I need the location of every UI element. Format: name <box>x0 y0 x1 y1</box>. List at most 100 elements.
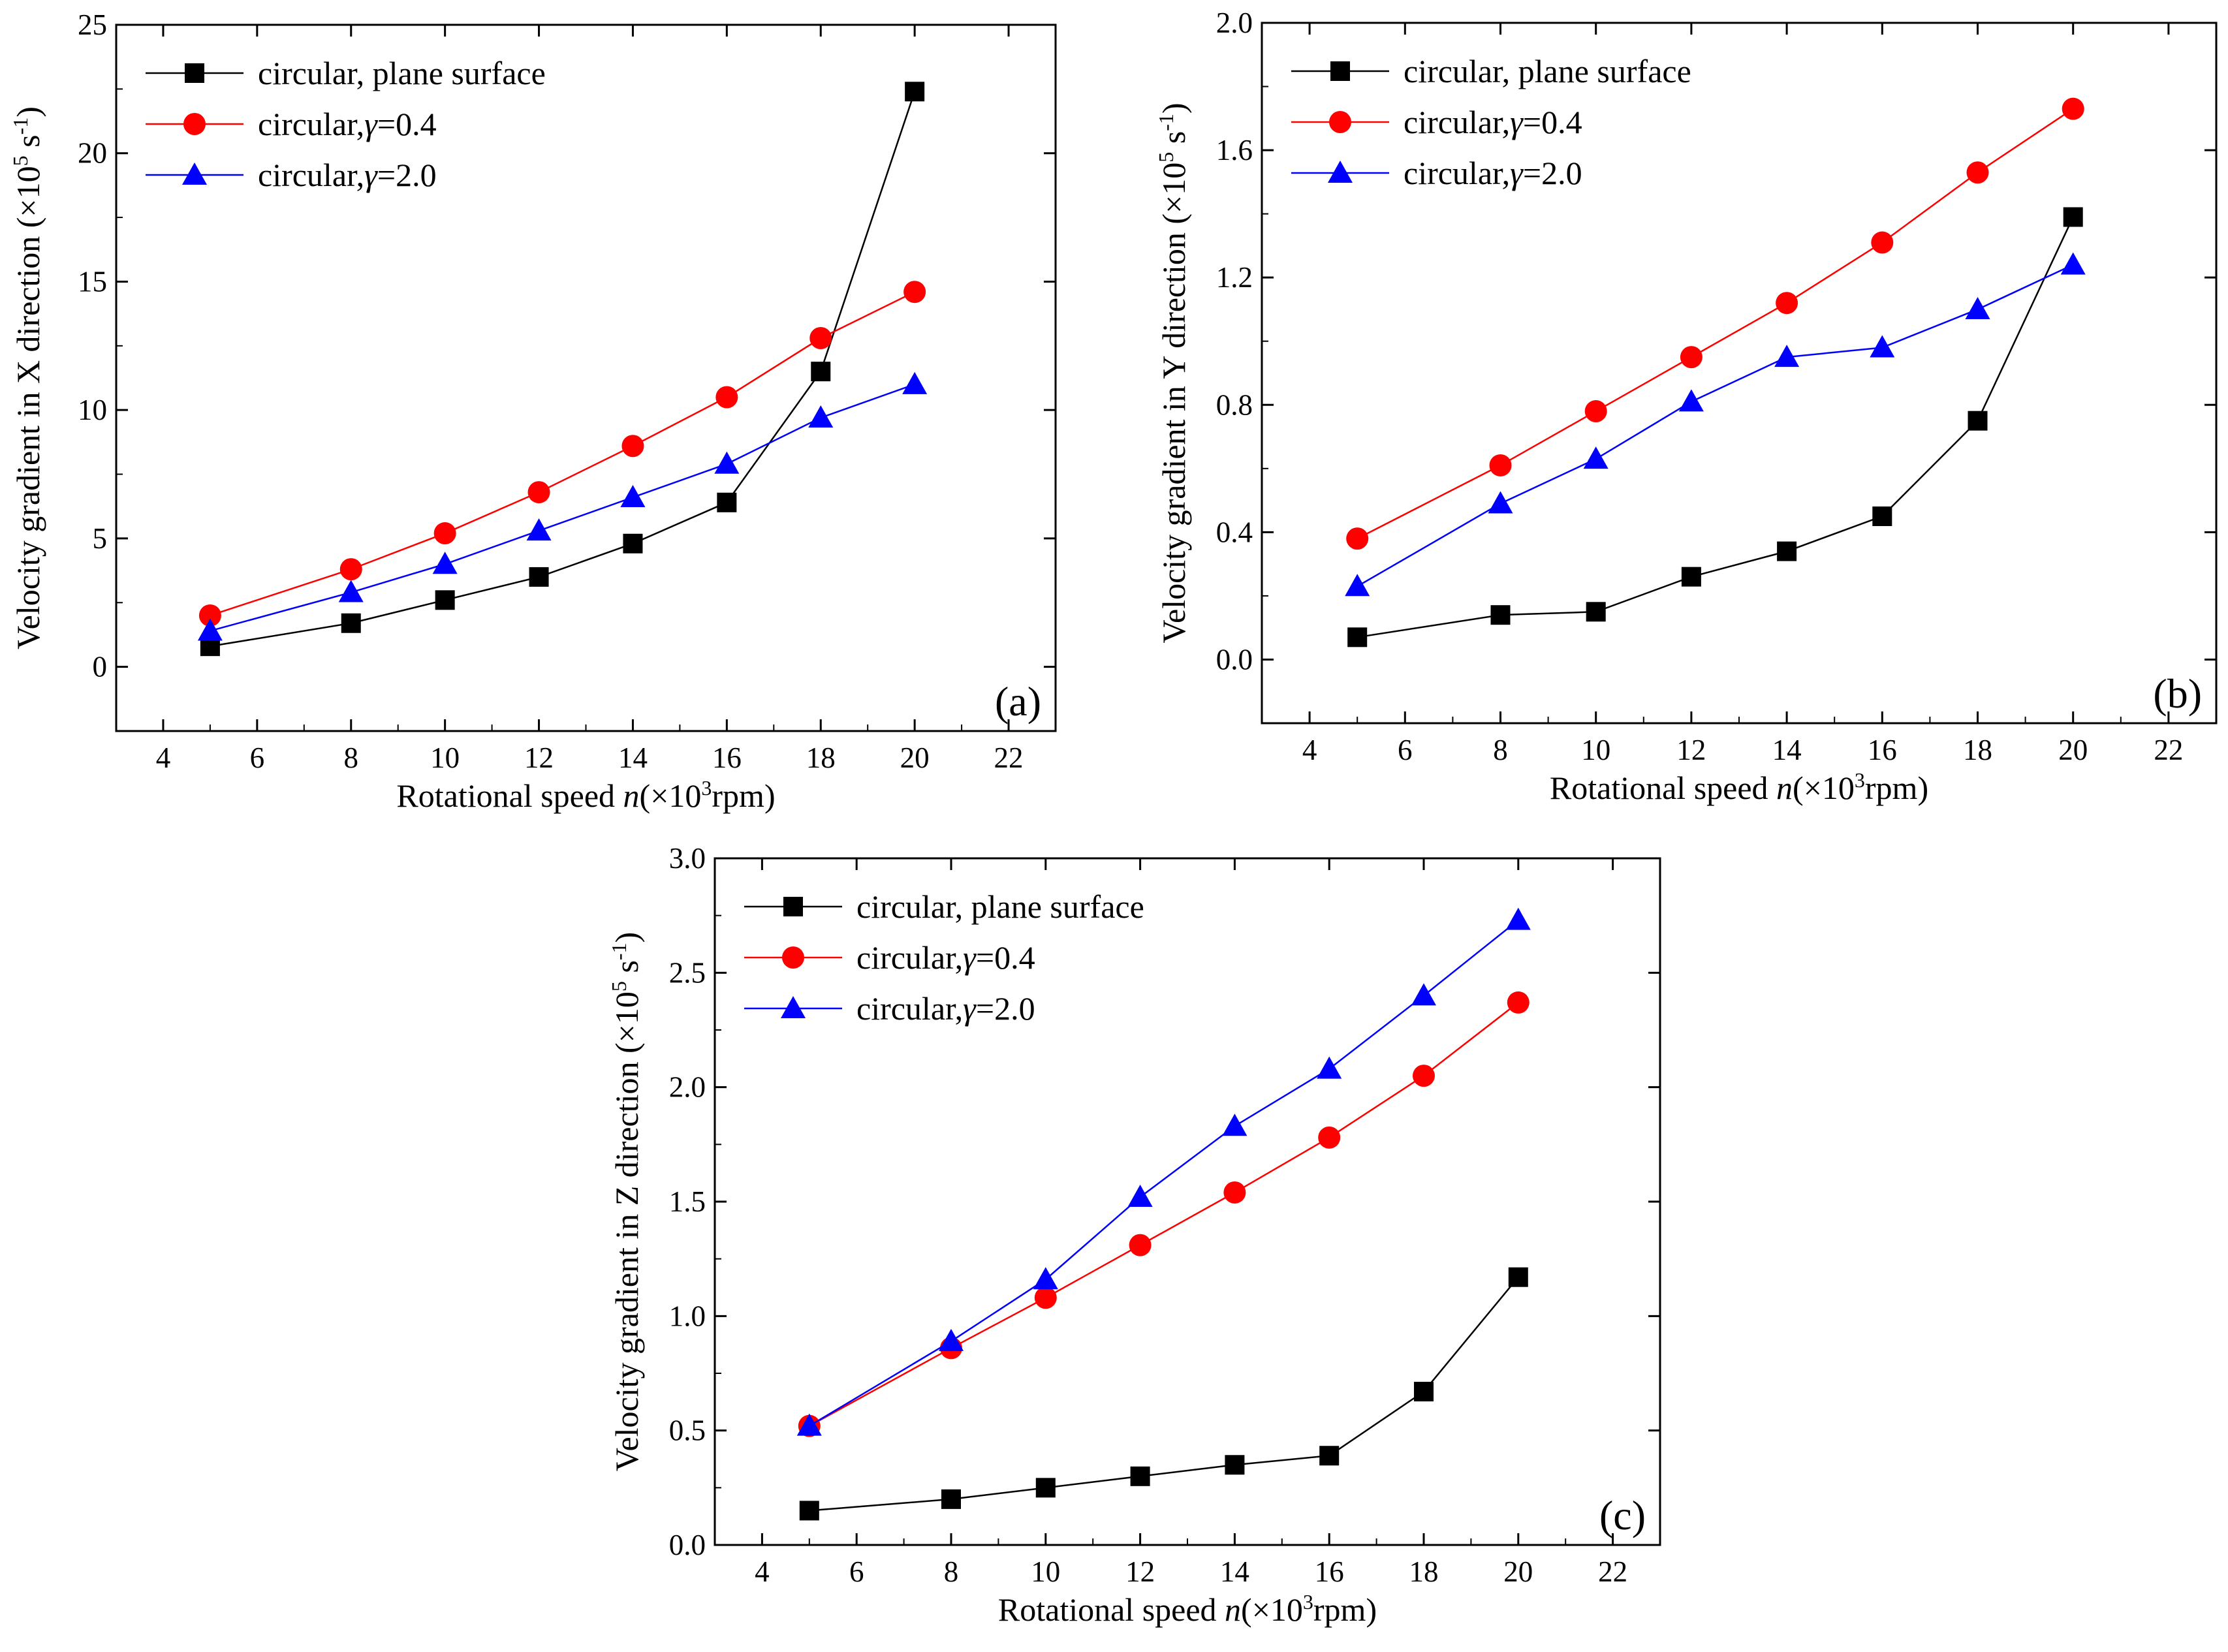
y-tick-label: 2.5 <box>669 956 706 989</box>
data-point <box>715 386 738 409</box>
x-tick-label: 20 <box>2058 734 2088 766</box>
data-point <box>1507 991 1530 1014</box>
data-point <box>1033 1267 1058 1290</box>
data-point <box>435 590 455 610</box>
data-point <box>905 82 925 102</box>
legend-entry: circular,γ=0.4 <box>1404 104 1582 140</box>
x-tick-label: 14 <box>1772 734 1802 766</box>
data-point <box>796 1413 822 1436</box>
x-tick-label: 16 <box>1315 1555 1344 1588</box>
data-point <box>1583 446 1608 469</box>
y-tick-label: 0.4 <box>1216 516 1253 548</box>
chart-panel-c: 4 6 8 10 12 14 16 18 20 22 0.0 0.5 1.0 1.5 2.0 2.5 3.0 Ro… <box>607 842 1661 1628</box>
legend-marker <box>783 897 803 916</box>
series-line <box>809 1001 1519 1427</box>
series-line <box>1357 216 2074 638</box>
y-tick-label: 1.2 <box>1216 261 1253 294</box>
data-point <box>1346 527 1369 550</box>
x-axis-label: Rotational speed n(×103rpm) <box>1550 768 1928 806</box>
legend-marker <box>1330 61 1350 81</box>
data-point <box>941 1489 961 1509</box>
x-tick-label: 22 <box>994 741 1024 774</box>
series-line <box>210 383 915 632</box>
series-0 <box>799 1267 1528 1521</box>
series-2 <box>1345 252 2086 597</box>
chart-panel-a: 4 6 8 10 12 14 16 18 20 22 0 5 10 15 20 25 Rotational sp… <box>8 8 1057 814</box>
legend-entry: circular,γ=0.4 <box>856 939 1035 976</box>
data-point <box>1319 1446 1340 1466</box>
data-point <box>1508 1267 1528 1287</box>
y-tick-label: 0.5 <box>669 1414 706 1447</box>
data-point <box>621 435 644 458</box>
x-tick-label: 10 <box>430 741 460 774</box>
data-point <box>527 481 550 504</box>
data-point <box>1345 574 1370 597</box>
data-point <box>808 405 834 428</box>
y-tick-label: 0.0 <box>1216 643 1253 676</box>
x-tick-label: 6 <box>250 741 265 774</box>
y-tick-label: 15 <box>78 265 107 298</box>
y-tick-label: 1.0 <box>669 1300 706 1332</box>
y-axis-label: Velocity gradient in Z direction (×105 s… <box>607 932 645 1471</box>
y-tick-label: 2.0 <box>669 1071 706 1104</box>
x-tick-label: 6 <box>1398 734 1413 766</box>
data-point <box>799 1501 819 1521</box>
data-point <box>1586 602 1606 622</box>
data-point <box>1130 1466 1150 1486</box>
series-1 <box>198 281 926 627</box>
data-point <box>623 533 643 553</box>
data-point <box>1225 1455 1245 1475</box>
y-axis-label: Velocity gradient in Y direction (×105 s… <box>1154 102 1192 643</box>
data-point <box>1968 411 1988 431</box>
x-tick-label: 18 <box>1963 734 1992 766</box>
x-tick-label: 10 <box>1581 734 1610 766</box>
x-tick-label: 8 <box>344 741 359 774</box>
data-point <box>1127 1184 1153 1207</box>
panel-label: (b) <box>2153 670 2202 717</box>
x-tick-label: 22 <box>2154 734 2183 766</box>
data-point <box>1680 346 1702 369</box>
legend-marker <box>183 113 206 135</box>
x-tick-label: 14 <box>1220 1555 1249 1588</box>
x-tick-label: 20 <box>1503 1555 1533 1588</box>
legend-marker <box>781 996 806 1018</box>
legend-entry: circular,γ=2.0 <box>258 157 437 193</box>
legend-marker <box>185 63 204 83</box>
data-point <box>1411 983 1436 1006</box>
x-tick-label: 8 <box>944 1555 959 1588</box>
y-tick-label: 0.0 <box>669 1529 706 1561</box>
data-point <box>2060 252 2086 275</box>
data-point <box>1505 907 1531 930</box>
data-point <box>1966 161 1989 184</box>
series-1 <box>798 991 1530 1437</box>
data-point <box>1488 491 1513 514</box>
data-point <box>1223 1181 1246 1204</box>
x-tick-label: 4 <box>1302 734 1317 766</box>
x-tick-label: 22 <box>1598 1555 1627 1588</box>
data-point <box>2063 207 2083 227</box>
legend: circular, plane surface circular,γ=0.4 cir… <box>744 888 1144 1027</box>
data-point <box>1413 1065 1435 1087</box>
x-tick-label: 18 <box>806 741 836 774</box>
data-point <box>1034 1286 1057 1309</box>
data-point <box>2062 97 2084 120</box>
data-point <box>717 492 737 512</box>
x-tick-label: 12 <box>524 741 554 774</box>
y-tick-label: 0.8 <box>1216 388 1253 421</box>
legend-entry: circular,γ=2.0 <box>856 990 1035 1027</box>
data-point <box>432 552 458 574</box>
data-point <box>1678 389 1704 412</box>
data-point <box>526 518 552 541</box>
data-point <box>1872 506 1892 526</box>
legend-entry: circular, plane surface <box>856 888 1144 925</box>
x-tick-label: 10 <box>1031 1555 1060 1588</box>
x-tick-label: 16 <box>1868 734 1897 766</box>
x-tick-label: 6 <box>849 1555 864 1588</box>
chart-panel-b: 4 6 8 10 12 14 16 18 20 22 0.0 0.4 0.8 1.2 1.6 2.0 Rotat… <box>1154 7 2218 806</box>
data-point <box>809 327 832 350</box>
data-point <box>902 371 928 394</box>
data-point <box>1490 605 1511 625</box>
data-point <box>1317 1056 1342 1079</box>
x-tick-label: 16 <box>712 741 742 774</box>
x-tick-label: 4 <box>755 1555 770 1588</box>
